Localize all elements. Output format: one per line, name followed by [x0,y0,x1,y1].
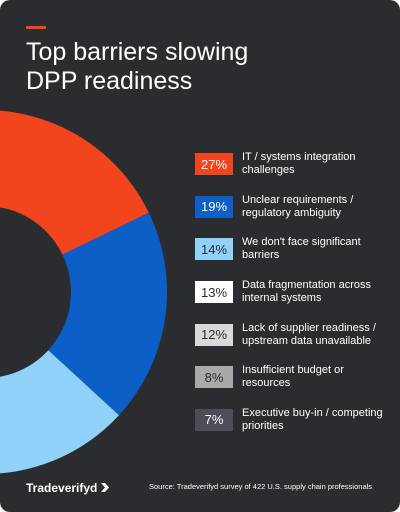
value-label: 7% [195,408,233,431]
donut-slice [0,350,119,474]
legend-item: 27% IT / systems integration challenges [195,143,395,186]
source-note: Source: Tradeverifyd survey of 422 U.S. … [149,482,373,491]
legend-item: 7% Executive buy-in / competing prioritie… [195,399,395,442]
legend-item: 12% Lack of supplier readiness / upstream… [195,313,395,356]
value-label: 19% [195,195,233,218]
brand: Tradeverifyd [26,481,111,495]
brand-name: Tradeverifyd [26,481,98,495]
legend-item: 19% Unclear requirements / regulatory amb… [195,186,395,229]
legend-item: 8% Insufficient budget or resources [195,356,395,399]
value-label: 14% [195,238,233,261]
donut-slice [0,110,149,255]
value-label: 8% [195,366,233,389]
legend-item: 14% We don't face significant barriers [195,228,395,271]
legend-label: Lack of supplier readiness / upstream da… [242,321,376,347]
legend-label: Insufficient budget or resources [242,364,344,390]
chart-title: Top barriers slowing DPP readiness [26,38,249,95]
donut-slice [48,212,167,416]
legend: 27% IT / systems integration challenges 19… [195,143,395,441]
legend-label: Unclear requirements / regulatory ambigu… [242,193,354,219]
accent-dash [26,26,46,29]
legend-label: Executive buy-in / competing priorities [242,406,383,432]
legend-label: Data fragmentation across internal syste… [242,279,372,305]
value-label: 27% [195,153,233,176]
legend-item: 13% Data fragmentation across internal sy… [195,271,395,314]
legend-label: We don't face significant barriers [242,236,361,262]
legend-label: IT / systems integration challenges [242,151,356,177]
value-label: 13% [195,281,233,304]
brand-icon [100,483,109,492]
value-label: 12% [195,323,233,346]
